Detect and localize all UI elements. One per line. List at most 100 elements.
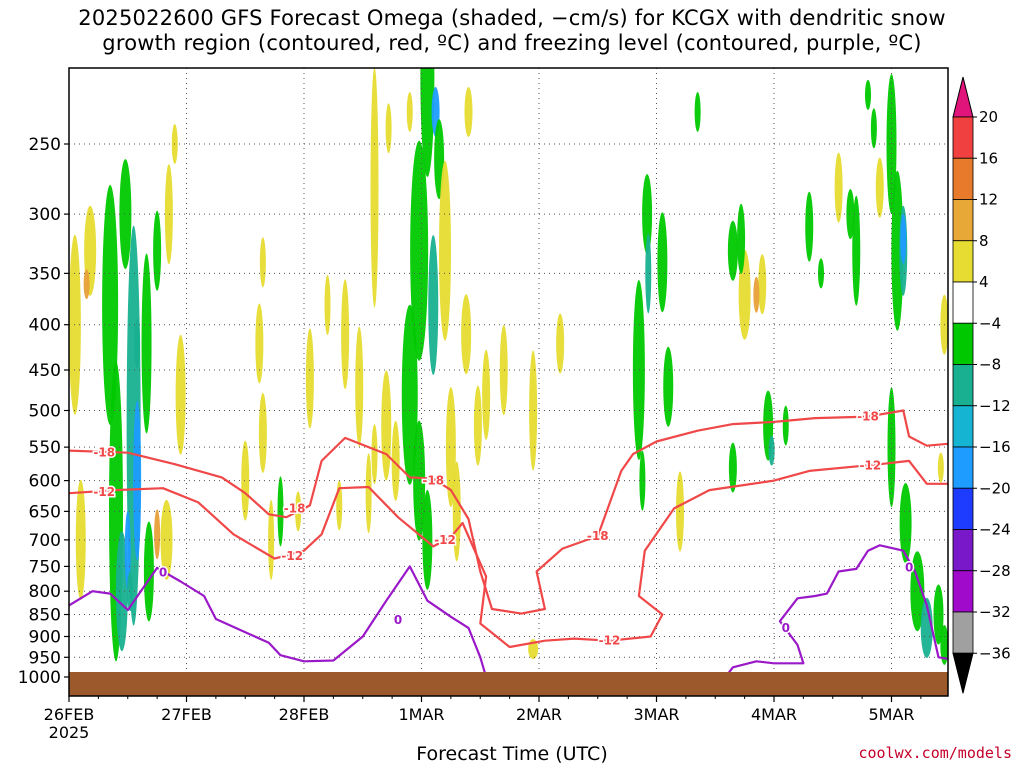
y-tick-label: 250 [29,135,61,155]
omega-patch [694,91,701,132]
omega-patch [370,68,379,308]
y-tick-label: 400 [29,316,61,336]
omega-patch [728,442,737,493]
contour-0 [69,565,488,678]
colorbar-label: −24 [979,521,1011,539]
contour--18 [69,409,948,615]
omega-patch [75,479,86,600]
colorbar-bin [952,322,974,365]
y-tick-label: 550 [29,438,61,458]
omega-patch [154,509,161,560]
omega-patch [143,521,154,622]
omega-patch [887,387,896,508]
omega-patch [940,624,948,665]
colorbar-label: 20 [979,108,998,126]
chart-title-line1: 2025022600 GFS Forecast Omega (shaded, −… [78,6,946,30]
colorbar-label: −12 [979,397,1011,415]
y-tick-label: 750 [29,557,61,577]
omega-patch [428,234,439,375]
colorbar-bin [952,116,974,159]
contour-label: -18 [422,474,444,488]
colorbar-label: −4 [979,314,1001,332]
omega-patch [727,220,738,281]
omega-patch [124,510,131,591]
credit-link[interactable]: coolwx.com/models [858,744,1012,762]
colorbar-bottom-arrow [952,652,974,694]
omega-patch [875,157,884,218]
colorbar-bin [952,529,974,572]
omega-patch [632,279,645,460]
omega-patch [452,461,461,562]
omega-patch [556,313,565,374]
x-tick-label: 3MAR [633,705,679,724]
omega-patch [277,476,284,547]
omega-patch [464,86,473,137]
colorbar-bin [952,487,974,530]
x-year-label: 2025 [49,723,90,742]
colorbar-bin [952,364,974,407]
x-tick-label: 1MAR [398,705,444,724]
plot-frame [68,67,949,697]
y-tick-label: 650 [29,502,61,522]
omega-patch [406,91,413,132]
omega-patch [676,471,684,552]
omega-patch [657,212,668,313]
omega-patch [933,584,944,645]
grid-lines [68,68,948,696]
omega-patch [920,597,933,658]
omega-patch [381,370,392,481]
omega-patch [645,233,652,314]
colorbar-bin [952,611,974,654]
omega-patch [865,79,871,110]
omega-patch [642,174,653,255]
omega-patch [420,68,435,177]
colorbar-label: 12 [979,191,998,209]
y-tick-label: 800 [29,582,61,602]
colorbar-bin [952,570,974,613]
omega-patch [663,346,674,427]
omega-patch [401,304,418,485]
omega-patch [160,499,173,580]
y-tick-label: 350 [29,264,61,284]
colorbar-label: 16 [979,149,998,167]
colorbar-bin [952,446,974,489]
x-axis: 26FEB 27FEB 28FEB 1MAR 2MAR 3MAR 4MAR 5MAR 2025 [44,696,922,742]
omega-patch [255,303,264,384]
omega-patch [529,350,538,471]
y-tick-label: 700 [29,531,61,551]
contour--12 [69,459,948,649]
omega-patch [385,103,392,154]
x-axis-title: Forecast Time (UTC) [416,743,608,765]
omega-patch [937,452,944,483]
omega-patch [846,189,855,240]
contour-label: -12 [93,485,115,499]
omega-patch [891,170,904,331]
x-tick-label: 28FEB [279,705,330,724]
omega-patch [127,571,134,612]
omega-patch [119,159,132,270]
contour-label: -18 [284,501,306,515]
omega-patch [341,279,350,390]
omega-patch [410,140,429,361]
colorbar-bin [952,157,974,200]
omega-patch [445,387,456,508]
omega-patch [175,334,186,455]
colorbar-label: −16 [979,438,1011,456]
omega-patch [241,440,250,521]
omega-patch [461,294,472,375]
omega-patch [852,195,861,306]
omega-patch [355,326,364,447]
omega-patch [268,499,275,580]
omega-patch [782,405,789,446]
omega-patch [371,424,378,485]
colorbar-label: −20 [979,479,1011,497]
colorbar-label: −32 [979,603,1011,621]
omega-shading [69,68,948,665]
x-tick-label: 27FEB [161,705,212,724]
omega-patch [134,318,141,369]
colorbar-label: −8 [979,356,1001,374]
x-tick-label: 5MAR [868,705,914,724]
colorbar-label: −28 [979,562,1011,580]
omega-patch [639,450,646,511]
colorbar-bin [952,281,974,324]
